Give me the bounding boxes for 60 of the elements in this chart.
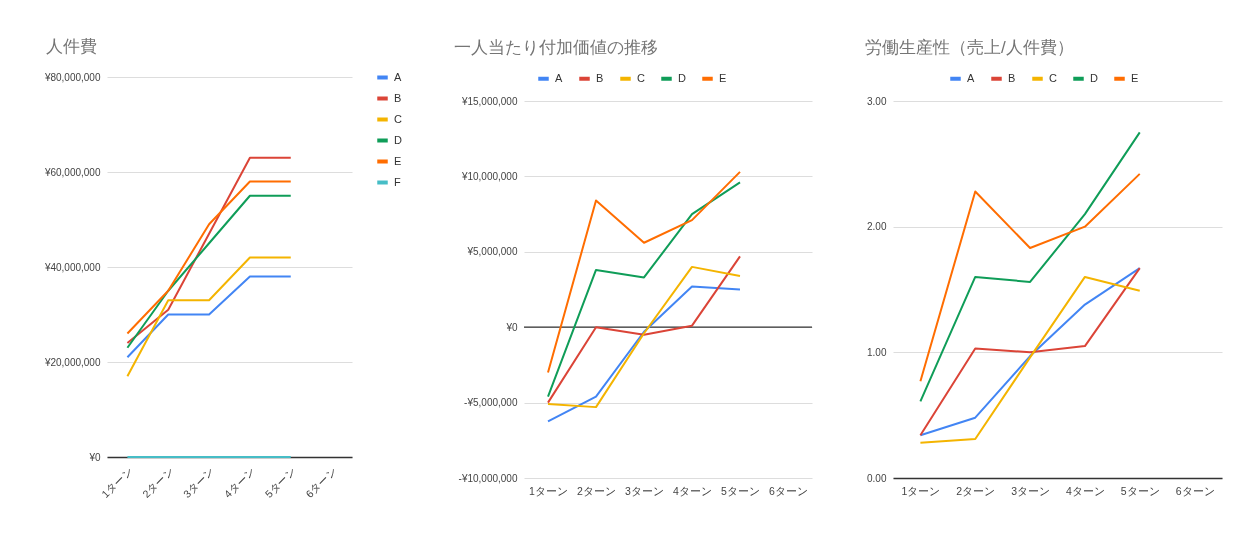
y-tick-label: ¥0 — [88, 451, 101, 463]
x-tick-label: 6ターン — [769, 484, 808, 497]
line-series — [126, 194, 292, 349]
x-tick-label: 6ターン — [1175, 484, 1215, 497]
legend-label: B — [394, 91, 402, 104]
y-tick-label: 2.00 — [867, 221, 887, 233]
x-tick-label: 2ターン — [139, 464, 176, 501]
x-tick-label: 1ターン — [99, 464, 135, 501]
y-tick-label: 3.00 — [867, 95, 887, 107]
legend-label: D — [394, 133, 402, 146]
legend-label: E — [719, 71, 727, 84]
legend-label: C — [1049, 71, 1057, 84]
y-tick-label: ¥10,000,000 — [460, 170, 518, 182]
x-tick-label: 6ターン — [303, 464, 340, 501]
x-tick-label: 3ターン — [1011, 484, 1051, 497]
line-series — [919, 131, 1141, 403]
y-tick-label: ¥15,000,000 — [460, 95, 518, 107]
legend-label: A — [967, 71, 975, 84]
y-tick-label: ¥5,000,000 — [466, 246, 518, 258]
x-tick-label: 4ターン — [1065, 484, 1105, 497]
y-tick-label: ¥20,000,000 — [43, 356, 101, 368]
line-series — [919, 172, 1141, 383]
y-tick-label: -¥5,000,000 — [464, 397, 518, 409]
line-series — [547, 285, 741, 423]
legend-label: D — [1090, 71, 1098, 84]
x-tick-label: 4ターン — [221, 464, 258, 501]
y-tick-label: 1.00 — [867, 346, 887, 358]
x-tick-label: 2ターン — [956, 484, 996, 497]
legend-label: F — [394, 175, 401, 188]
x-tick-label: 5ターン — [1120, 484, 1160, 497]
line-series — [126, 180, 292, 335]
y-tick-label: ¥40,000,000 — [43, 261, 101, 273]
line-series — [126, 156, 292, 344]
y-tick-label: ¥60,000,000 — [43, 166, 101, 178]
legend-label: A — [555, 71, 563, 84]
x-tick-label: 3ターン — [180, 464, 217, 501]
x-tick-label: 1ターン — [901, 484, 941, 497]
x-tick-label: 5ターン — [721, 484, 760, 497]
legend-label: B — [1008, 71, 1016, 84]
line-series — [547, 170, 741, 374]
legend-label: A — [394, 70, 402, 83]
legend-label: D — [678, 71, 686, 84]
chart-title: 一人当たり付加価値の推移 — [454, 38, 658, 57]
legend-label: B — [596, 71, 604, 84]
legend-label: E — [1131, 71, 1139, 84]
y-tick-label: 0.00 — [867, 472, 887, 484]
legend-label: C — [637, 71, 645, 84]
legend-label: E — [394, 154, 402, 167]
x-tick-label: 2ターン — [577, 484, 616, 497]
x-tick-label: 3ターン — [625, 484, 664, 497]
chart-title: 人件費 — [46, 37, 97, 56]
line-series — [547, 181, 741, 398]
x-tick-label: 1ターン — [529, 484, 568, 497]
chart-title: 労働生産性（売上/人件費） — [865, 38, 1074, 57]
x-tick-label: 4ターン — [673, 484, 712, 497]
y-tick-label: ¥80,000,000 — [43, 71, 101, 83]
y-tick-label: -¥10,000,000 — [458, 472, 518, 484]
legend-label: C — [394, 112, 402, 125]
x-tick-label: 5ターン — [262, 464, 299, 501]
y-tick-label: ¥0 — [505, 321, 518, 333]
